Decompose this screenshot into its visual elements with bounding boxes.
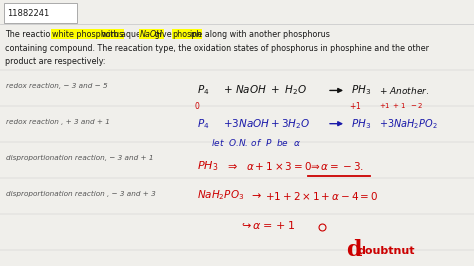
Text: $NaH_2PO_3$: $NaH_2PO_3$ (197, 189, 244, 202)
FancyBboxPatch shape (4, 3, 77, 23)
Text: $+1\ +1\ \ -2$: $+1\ +1\ \ -2$ (379, 101, 424, 110)
Text: $P_4$: $P_4$ (197, 84, 209, 97)
Text: The reaction of: The reaction of (5, 30, 68, 39)
Text: $PH_3$: $PH_3$ (351, 117, 371, 131)
Text: ine along with another phosphorus: ine along with another phosphorus (190, 30, 330, 39)
Text: $\alpha+1\times3=0$: $\alpha+1\times3=0$ (246, 160, 312, 172)
Text: disproportionation reaction, − 3 and + 1: disproportionation reaction, − 3 and + 1 (6, 155, 153, 161)
Text: product are respectively:: product are respectively: (5, 57, 105, 66)
Text: redox reaction, − 3 and − 5: redox reaction, − 3 and − 5 (6, 83, 107, 89)
Text: $\Rightarrow\alpha=-3.$: $\Rightarrow\alpha=-3.$ (308, 160, 364, 172)
Text: $+\ Another.$: $+\ Another.$ (379, 85, 429, 96)
Text: $0$: $0$ (194, 99, 201, 111)
Text: with aqueous: with aqueous (99, 30, 157, 39)
Text: $\rightarrow$: $\rightarrow$ (249, 190, 262, 201)
Text: d: d (346, 239, 362, 261)
Text: gives: gives (152, 30, 178, 39)
Text: $+1+2\times1+\alpha-4=0$: $+1+2\times1+\alpha-4=0$ (265, 189, 379, 202)
Text: $P_4$: $P_4$ (197, 117, 209, 131)
Text: containing compound. The reacation type, the oxidation states of phosphorus in p: containing compound. The reacation type,… (5, 44, 429, 53)
Text: $+3NaOH+3H_2O$: $+3NaOH+3H_2O$ (223, 117, 310, 131)
Text: $+3NaH_2PO_2$: $+3NaH_2PO_2$ (379, 117, 438, 131)
Text: white phosphorus: white phosphorus (52, 30, 123, 39)
Text: $\hookrightarrow\alpha=+1$: $\hookrightarrow\alpha=+1$ (239, 219, 296, 231)
Text: $PH_3$: $PH_3$ (197, 159, 218, 173)
Text: 11882241: 11882241 (7, 9, 49, 18)
Text: disproportionation reaction , − 3 and + 3: disproportionation reaction , − 3 and + … (6, 191, 155, 197)
Text: $+\ NaOH\ +\ H_2O$: $+\ NaOH\ +\ H_2O$ (223, 84, 307, 97)
Text: phosph: phosph (172, 30, 201, 39)
Text: NaOH: NaOH (140, 30, 163, 39)
Text: doubtnut: doubtnut (358, 246, 415, 256)
Text: $+1$: $+1$ (349, 99, 362, 111)
Text: $\Rightarrow$: $\Rightarrow$ (225, 161, 238, 171)
Text: $PH_3$: $PH_3$ (351, 84, 371, 97)
Text: redox reaction , + 3 and + 1: redox reaction , + 3 and + 1 (6, 119, 109, 125)
Text: let  O.N. of  P  be  $\alpha$: let O.N. of P be $\alpha$ (211, 137, 301, 148)
